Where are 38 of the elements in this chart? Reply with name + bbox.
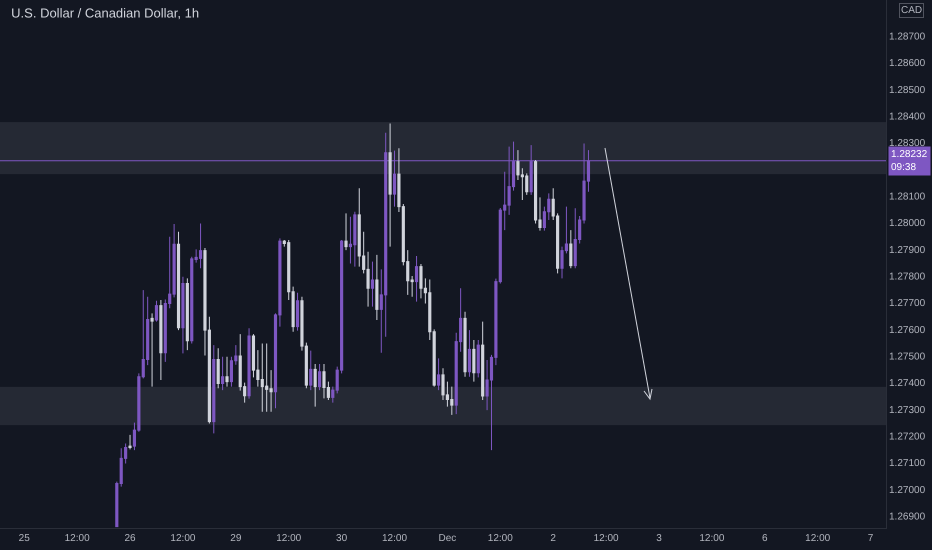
y-tick-label: 1.27000 [889,484,926,496]
y-tick-label: 1.27900 [889,244,926,256]
x-tick-label: 12:00 [488,533,514,544]
y-tick-label: 1.28500 [889,84,926,96]
y-tick-label: 1.27100 [889,458,926,470]
x-tick-label: 25 [18,533,30,544]
y-tick-label: 1.27400 [889,378,926,390]
x-tick-label: 2 [550,533,556,544]
y-tick-label: 1.28400 [889,112,926,122]
x-tick-label: 12:00 [699,533,725,544]
y-tick-label: 1.28700 [889,32,926,42]
x-tick-label: Dec [438,533,456,544]
y-axis-title: CAD [901,5,922,16]
y-tick-label: 1.27800 [889,272,926,282]
x-tick-label: 6 [762,533,768,544]
y-tick-label: 1.26900 [889,512,926,522]
ref-line-label: 1.28232 09:38 [891,149,928,173]
x-tick-label: 12:00 [276,533,302,544]
x-tick-label: 12:00 [170,533,196,544]
y-tick-label: 1.27500 [889,352,926,362]
x-tick-label: 7 [868,533,874,544]
x-tick-label: 26 [124,533,136,544]
x-tick-label: 12:00 [805,533,831,544]
x-tick-label: 29 [230,533,242,544]
x-tick-label: 12:00 [594,533,620,544]
y-tick-label: 1.27200 [889,432,926,442]
y-tick-label: 1.28300 [889,138,926,150]
x-tick-label: 3 [656,533,662,544]
y-tick-label: 1.28000 [889,218,926,230]
y-tick-label: 1.28600 [889,58,926,70]
y-tick-label: 1.27700 [889,298,926,310]
y-tick-label: 1.28100 [889,192,926,202]
y-tick-label: 1.27600 [889,324,926,336]
y-tick-label: 1.27300 [889,404,926,416]
chart-title: U.S. Dollar / Canadian Dollar, 1h [11,5,200,20]
x-tick-label: 30 [336,533,348,544]
x-tick-label: 12:00 [382,533,408,544]
x-tick-label: 12:00 [64,533,90,544]
